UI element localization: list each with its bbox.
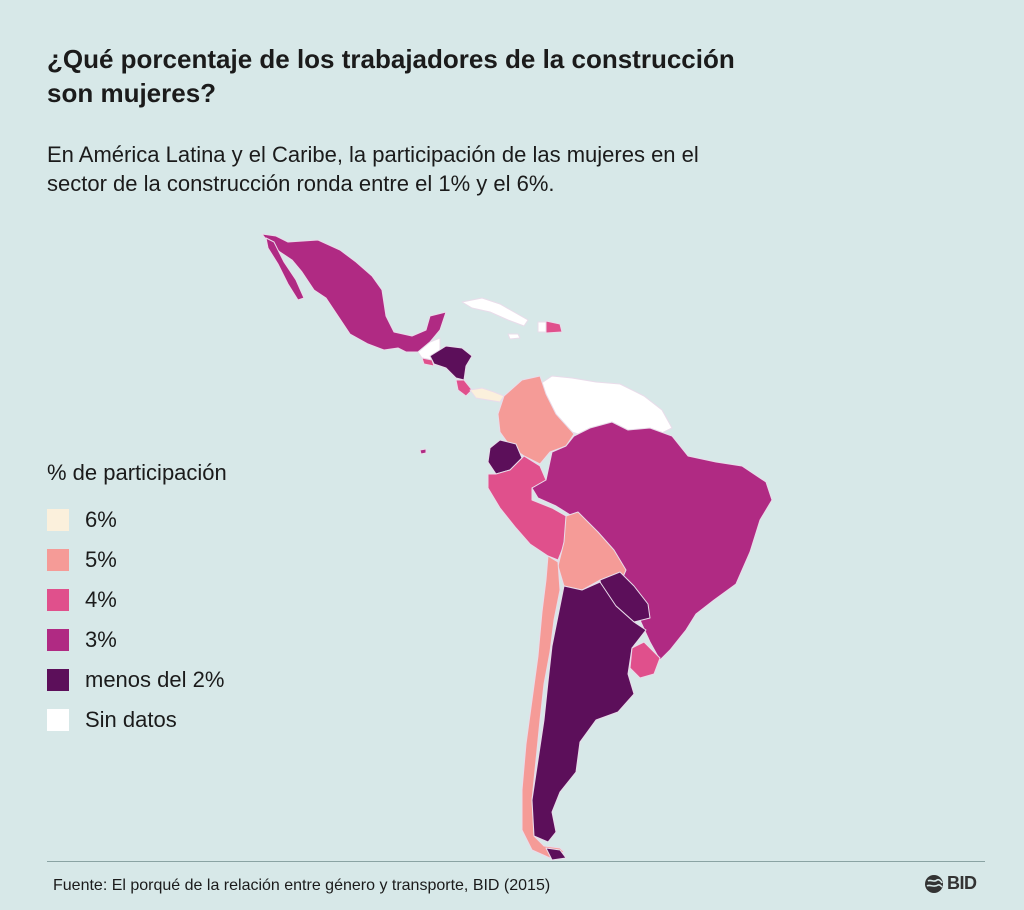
legend-swatch <box>47 669 69 691</box>
bid-globe-icon <box>925 874 943 893</box>
legend-item-6: 6% <box>47 500 347 540</box>
legend-title: % de participación <box>47 460 227 485</box>
region-honduras-nicaragua[interactable] <box>429 345 473 381</box>
legend-swatch <box>47 549 69 571</box>
region-baja-california[interactable] <box>265 237 305 301</box>
subtitle: En América Latina y el Caribe, la partic… <box>47 140 947 198</box>
region-mexico[interactable] <box>261 233 447 353</box>
legend-label: 3% <box>85 627 117 652</box>
legend-item-less-2: menos del 2% <box>47 660 347 700</box>
subtitle-line-2: sector de la construcción ronda entre el… <box>47 171 555 196</box>
source-note: Fuente: El porqué de la relación entre g… <box>53 877 551 894</box>
region-dominican-republic[interactable] <box>545 320 563 334</box>
region-peru[interactable] <box>487 455 567 561</box>
title-line-2: son mujeres? <box>47 78 217 108</box>
title-line-1: ¿Qué porcentaje de los trabajadores de l… <box>47 44 735 74</box>
region-argentina[interactable] <box>531 581 647 843</box>
region-galapagos[interactable] <box>419 448 427 455</box>
legend-label: 6% <box>85 507 117 532</box>
legend-label: menos del 2% <box>85 667 225 692</box>
region-cuba[interactable] <box>461 297 529 327</box>
bid-logo-text: BID <box>947 873 977 893</box>
region-chile[interactable] <box>521 555 565 859</box>
region-tierra-del-fuego[interactable] <box>545 847 567 861</box>
region-panama[interactable] <box>469 387 505 403</box>
region-jamaica[interactable] <box>507 333 521 340</box>
legend-item-no-data: Sin datos <box>47 700 347 740</box>
region-haiti[interactable] <box>537 321 547 333</box>
legend-swatch <box>47 509 69 531</box>
legend-item-4: 4% <box>47 580 347 620</box>
region-el-salvador[interactable] <box>421 357 435 367</box>
footer-divider <box>47 861 985 862</box>
region-costa-rica[interactable] <box>455 379 473 397</box>
legend-label: Sin datos <box>85 707 177 732</box>
legend-swatch <box>47 629 69 651</box>
legend-label: 4% <box>85 587 117 612</box>
region-uruguay[interactable] <box>629 641 661 679</box>
map-legend: % de participación 6% 5% 4% 3% menos del… <box>47 458 347 740</box>
legend-item-5: 5% <box>47 540 347 580</box>
legend-label: 5% <box>85 547 117 572</box>
legend-swatch <box>47 589 69 611</box>
subtitle-line-1: En América Latina y el Caribe, la partic… <box>47 142 699 167</box>
legend-item-3: 3% <box>47 620 347 660</box>
page-title: ¿Qué porcentaje de los trabajadores de l… <box>47 42 947 110</box>
bid-logo: BID <box>924 873 977 894</box>
legend-swatch <box>47 709 69 731</box>
